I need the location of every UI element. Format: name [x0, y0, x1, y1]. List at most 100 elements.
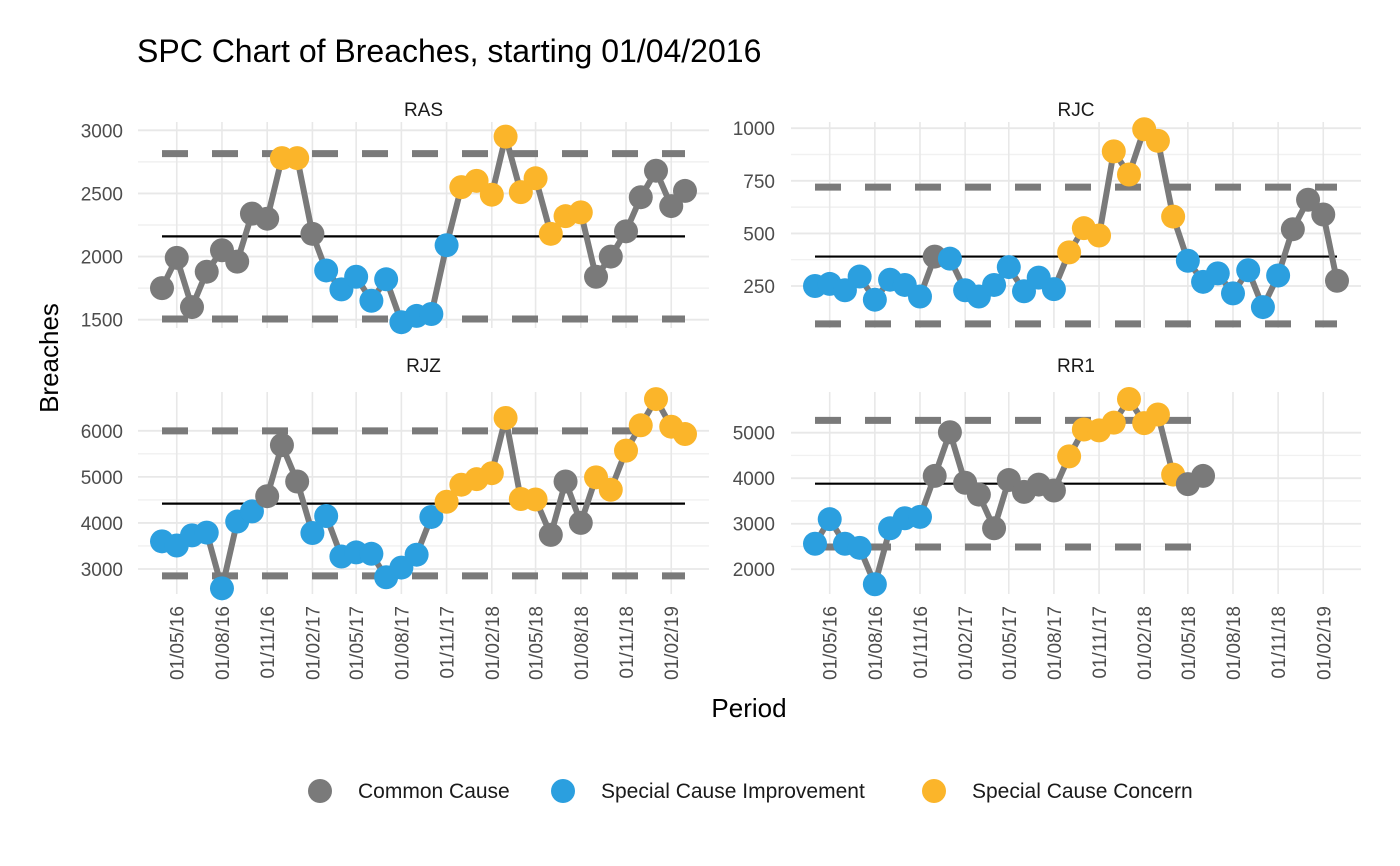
y-tick-label: 250 — [743, 277, 775, 298]
x-tick-label: 01/05/16 — [821, 606, 842, 680]
x-tick-label: 01/08/16 — [866, 606, 887, 680]
data-point — [194, 520, 219, 545]
data-point — [598, 477, 623, 502]
x-tick-label: 01/08/16 — [213, 606, 234, 680]
x-tick-label: 01/11/16 — [258, 606, 279, 679]
data-point — [1087, 223, 1112, 248]
data-point — [966, 482, 991, 507]
data-point — [359, 541, 384, 566]
data-point — [1041, 277, 1066, 302]
data-point — [1145, 128, 1170, 153]
chart-panels: 1500 2000 2500 3000 RAS 250 500 750 1000 RJC 3000 4… — [81, 100, 1361, 680]
data-point — [907, 284, 932, 309]
data-point — [300, 221, 325, 246]
data-point — [493, 124, 518, 149]
data-point — [314, 504, 339, 529]
x-tick-label: 01/11/17 — [1090, 606, 1111, 679]
data-point — [150, 276, 174, 301]
data-point — [937, 246, 962, 271]
panel-ras: 1500 2000 2500 3000 RAS — [81, 100, 709, 335]
y-tick-label: 1000 — [733, 119, 775, 140]
legend-key-marker — [922, 779, 946, 803]
y-tick-label: 5000 — [733, 424, 775, 445]
x-tick-label: 01/02/19 — [662, 606, 683, 680]
y-tick-label: 5000 — [81, 468, 123, 489]
y-tick-label: 3000 — [81, 121, 123, 142]
data-point — [419, 504, 444, 529]
y-tick-label: 750 — [743, 172, 775, 193]
data-point — [285, 469, 310, 494]
x-tick-label: 01/02/18 — [1135, 606, 1156, 680]
data-point — [225, 249, 250, 274]
data-point — [523, 166, 548, 191]
legend-key-marker — [551, 779, 575, 803]
panel-rjz: 3000 4000 5000 6000 01/05/16 01/08/16 01/11/16… — [81, 356, 709, 680]
data-point — [194, 259, 219, 284]
data-point — [314, 258, 339, 283]
data-point — [404, 542, 429, 567]
data-point — [1191, 463, 1216, 488]
data-point — [164, 245, 189, 270]
data-point — [493, 405, 518, 430]
data-point — [1161, 204, 1186, 229]
data-point — [179, 295, 204, 320]
data-point — [434, 233, 459, 258]
chart-title: SPC Chart of Breaches, starting 01/04/20… — [137, 33, 761, 69]
data-point — [1101, 410, 1126, 435]
data-point — [479, 461, 504, 486]
data-point — [568, 510, 593, 535]
x-tick-label: 01/02/17 — [303, 606, 324, 680]
x-tick-label: 01/02/18 — [483, 606, 504, 680]
data-point — [847, 535, 872, 560]
data-point — [285, 146, 310, 171]
series-line — [159, 133, 688, 326]
data-point — [523, 487, 548, 512]
x-tick-label: 01/08/17 — [1045, 606, 1066, 680]
data-point — [847, 264, 872, 289]
x-tick-label: 01/05/17 — [1000, 606, 1021, 680]
x-tick-label: 01/05/18 — [1179, 606, 1200, 680]
panel-strip-label: RAS — [404, 100, 443, 121]
data-point — [1057, 444, 1082, 469]
data-point — [1101, 139, 1126, 164]
y-axis-label: Breaches — [34, 303, 64, 413]
data-point — [643, 158, 668, 183]
x-tick-label: 01/11/17 — [438, 606, 459, 679]
x-tick-label: 01/05/16 — [168, 606, 189, 680]
data-point — [907, 504, 932, 529]
data-point — [1280, 217, 1305, 242]
data-point — [255, 206, 280, 231]
data-point — [673, 422, 697, 447]
data-point — [803, 531, 827, 556]
data-point — [553, 469, 578, 494]
x-axis-label: Period — [711, 693, 786, 723]
x-tick-label: 01/05/18 — [527, 606, 548, 680]
data-point — [1236, 258, 1261, 283]
data-point — [598, 244, 623, 269]
data-point — [1057, 240, 1082, 265]
legend-label: Special Cause Concern — [972, 780, 1193, 803]
x-tick-label: 01/11/18 — [617, 606, 638, 679]
data-point — [862, 287, 887, 312]
panel-strip-label: RJC — [1058, 100, 1095, 121]
x-tick-label: 01/08/17 — [392, 606, 413, 680]
data-point — [1296, 187, 1321, 212]
data-point — [538, 522, 563, 547]
data-point — [239, 499, 264, 524]
data-point — [344, 264, 369, 289]
legend: Common Cause Special Cause Improvement Spe… — [308, 779, 1193, 803]
data-point — [538, 221, 563, 246]
y-tick-label: 2000 — [733, 560, 775, 581]
y-tick-label: 3000 — [733, 515, 775, 536]
x-tick-label: 01/11/18 — [1269, 606, 1290, 679]
x-tick-label: 01/05/17 — [347, 606, 368, 680]
legend-label: Special Cause Improvement — [601, 780, 865, 803]
data-point — [1250, 295, 1275, 320]
x-tick-label: 01/02/19 — [1314, 606, 1335, 680]
y-tick-label: 2000 — [81, 248, 123, 269]
data-point — [209, 576, 234, 601]
y-tick-label: 3000 — [81, 560, 123, 581]
data-point — [1116, 162, 1141, 187]
data-point — [359, 288, 384, 313]
